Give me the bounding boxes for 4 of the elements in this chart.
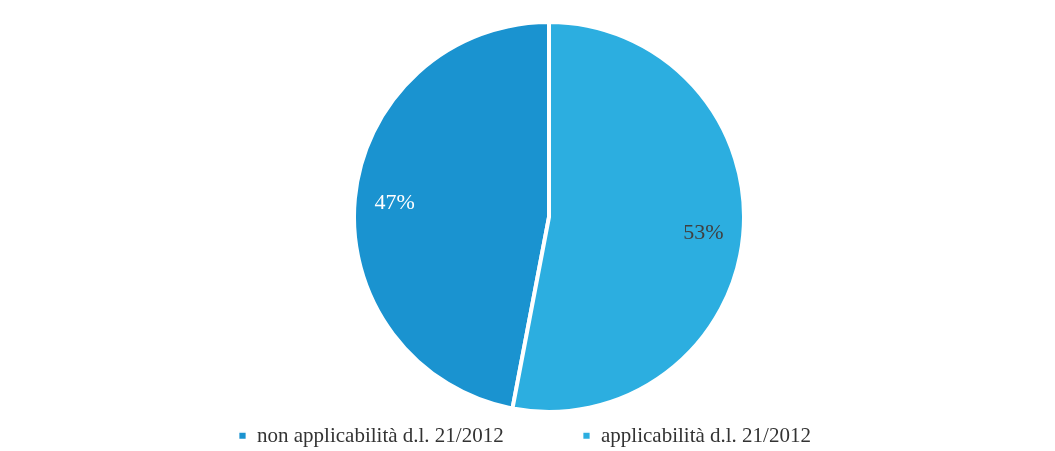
legend-label: non applicabilità d.l. 21/2012 [257, 422, 504, 447]
data-label: 53% [683, 218, 724, 244]
data-label: 47% [374, 189, 415, 215]
legend-label: applicabilità d.l. 21/2012 [601, 422, 811, 447]
